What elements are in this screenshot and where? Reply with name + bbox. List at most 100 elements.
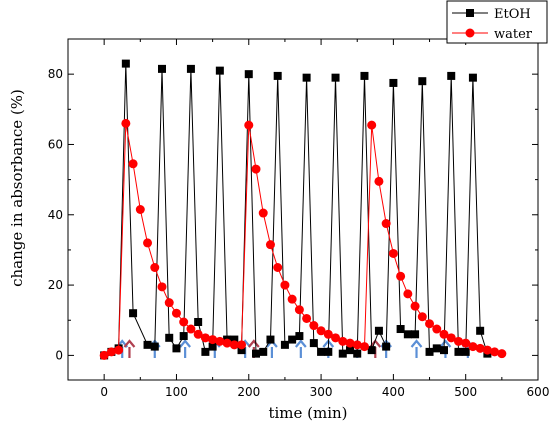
data-point-water: [352, 340, 362, 350]
data-point-etoh: [158, 64, 166, 73]
legend-marker-etoh: [466, 9, 474, 17]
data-point-water: [121, 118, 131, 128]
data-point-water: [461, 338, 471, 348]
data-point-water: [258, 208, 268, 218]
data-point-etoh: [252, 349, 260, 358]
data-point-etoh: [454, 347, 463, 356]
red-arrow-head: [247, 339, 260, 348]
data-point-water: [482, 345, 492, 355]
data-point-etoh: [295, 332, 304, 341]
x-tick-label: 300: [310, 385, 333, 399]
data-point-water: [338, 336, 348, 346]
y-tick-label: 80: [48, 67, 63, 81]
y-tick-label: 60: [48, 137, 63, 151]
data-point-water: [128, 159, 138, 169]
axes: 0 100 200 300 400 500 600 0 20 40 60 80: [48, 38, 550, 399]
data-point-water: [150, 263, 160, 273]
data-point-etoh: [266, 335, 275, 344]
y-tick-label: 40: [48, 208, 63, 222]
y-tick-label: 0: [55, 348, 63, 362]
data-point-etoh: [389, 78, 398, 87]
blue-arrow-head: [179, 339, 191, 348]
legend-box: [446, 0, 548, 44]
legend-label-water: water: [494, 27, 533, 42]
plot-frame: [67, 38, 539, 381]
data-point-water: [265, 240, 275, 250]
data-point-water: [374, 176, 384, 186]
data-point-etoh: [411, 330, 420, 339]
data-point-water: [446, 333, 456, 343]
data-point-water: [287, 294, 297, 304]
x-tick-label: 0: [100, 385, 108, 399]
data-point-water: [417, 312, 427, 322]
data-point-water: [396, 271, 406, 281]
data-point-etoh: [374, 326, 383, 335]
data-point-etoh: [440, 346, 448, 355]
data-point-etoh: [273, 71, 282, 80]
data-point-etoh: [302, 73, 311, 82]
data-point-etoh: [150, 342, 159, 351]
data-point-etoh: [396, 325, 405, 334]
data-point-etoh: [280, 340, 289, 349]
data-point-water: [99, 350, 109, 360]
data-point-water: [208, 335, 218, 345]
data-point-water: [294, 305, 304, 315]
blue-arrow-head: [410, 339, 423, 348]
legend: EtOH water: [446, 0, 548, 44]
data-point-water: [359, 342, 369, 352]
x-tick-label: 100: [165, 385, 188, 399]
data-point-water: [135, 205, 145, 214]
data-point-etoh: [317, 347, 326, 356]
data-point-etoh: [179, 332, 188, 341]
data-point-water: [468, 342, 478, 352]
data-point-water: [222, 338, 232, 348]
data-point-etoh: [165, 333, 174, 342]
data-point-etoh: [194, 317, 203, 326]
data-point-etoh: [259, 347, 268, 356]
data-point-etoh: [215, 66, 224, 75]
data-point-water: [215, 336, 225, 346]
data-point-etoh: [338, 349, 347, 358]
data-point-water: [345, 338, 355, 348]
data-point-water: [331, 333, 341, 343]
data-point-water: [143, 238, 153, 248]
data-point-water: [280, 280, 290, 290]
data-point-water: [497, 349, 507, 359]
data-point-etoh: [244, 70, 253, 79]
data-point-water: [403, 289, 413, 299]
data-point-water: [432, 324, 442, 334]
blue-arrow-head: [439, 339, 452, 348]
red-arrow-head: [123, 339, 136, 348]
x-tick-label: 400: [382, 385, 405, 399]
x-tick-label: 600: [527, 385, 550, 399]
data-point-water: [237, 340, 247, 350]
x-tick-label: 200: [237, 385, 260, 399]
data-point-etoh: [309, 339, 318, 348]
data-point-water: [157, 282, 167, 292]
data-point-water: [453, 336, 463, 346]
x-axis-title: time (min): [268, 404, 347, 422]
data-point-etoh: [346, 346, 354, 355]
data-point-etoh: [360, 71, 369, 80]
data-point-etoh: [367, 346, 376, 355]
data-point-water: [388, 248, 398, 258]
data-point-etoh: [468, 73, 477, 82]
data-point-etoh: [129, 309, 138, 318]
data-point-water: [367, 120, 377, 130]
data-point-etoh: [230, 335, 239, 344]
data-point-water: [475, 343, 485, 353]
data-point-water: [309, 321, 319, 331]
data-point-etoh: [331, 73, 340, 82]
series: [99, 59, 507, 360]
y-axis-title: change in absorbance (%): [8, 89, 26, 287]
data-point-etoh: [403, 330, 412, 339]
data-point-water: [106, 347, 116, 357]
data-point-water: [186, 324, 196, 334]
data-point-water: [200, 333, 210, 343]
data-point-etoh: [425, 347, 434, 356]
data-point-water: [244, 120, 254, 130]
data-point-etoh: [382, 342, 391, 351]
data-point-etoh: [186, 64, 195, 73]
data-point-etoh: [143, 340, 152, 349]
